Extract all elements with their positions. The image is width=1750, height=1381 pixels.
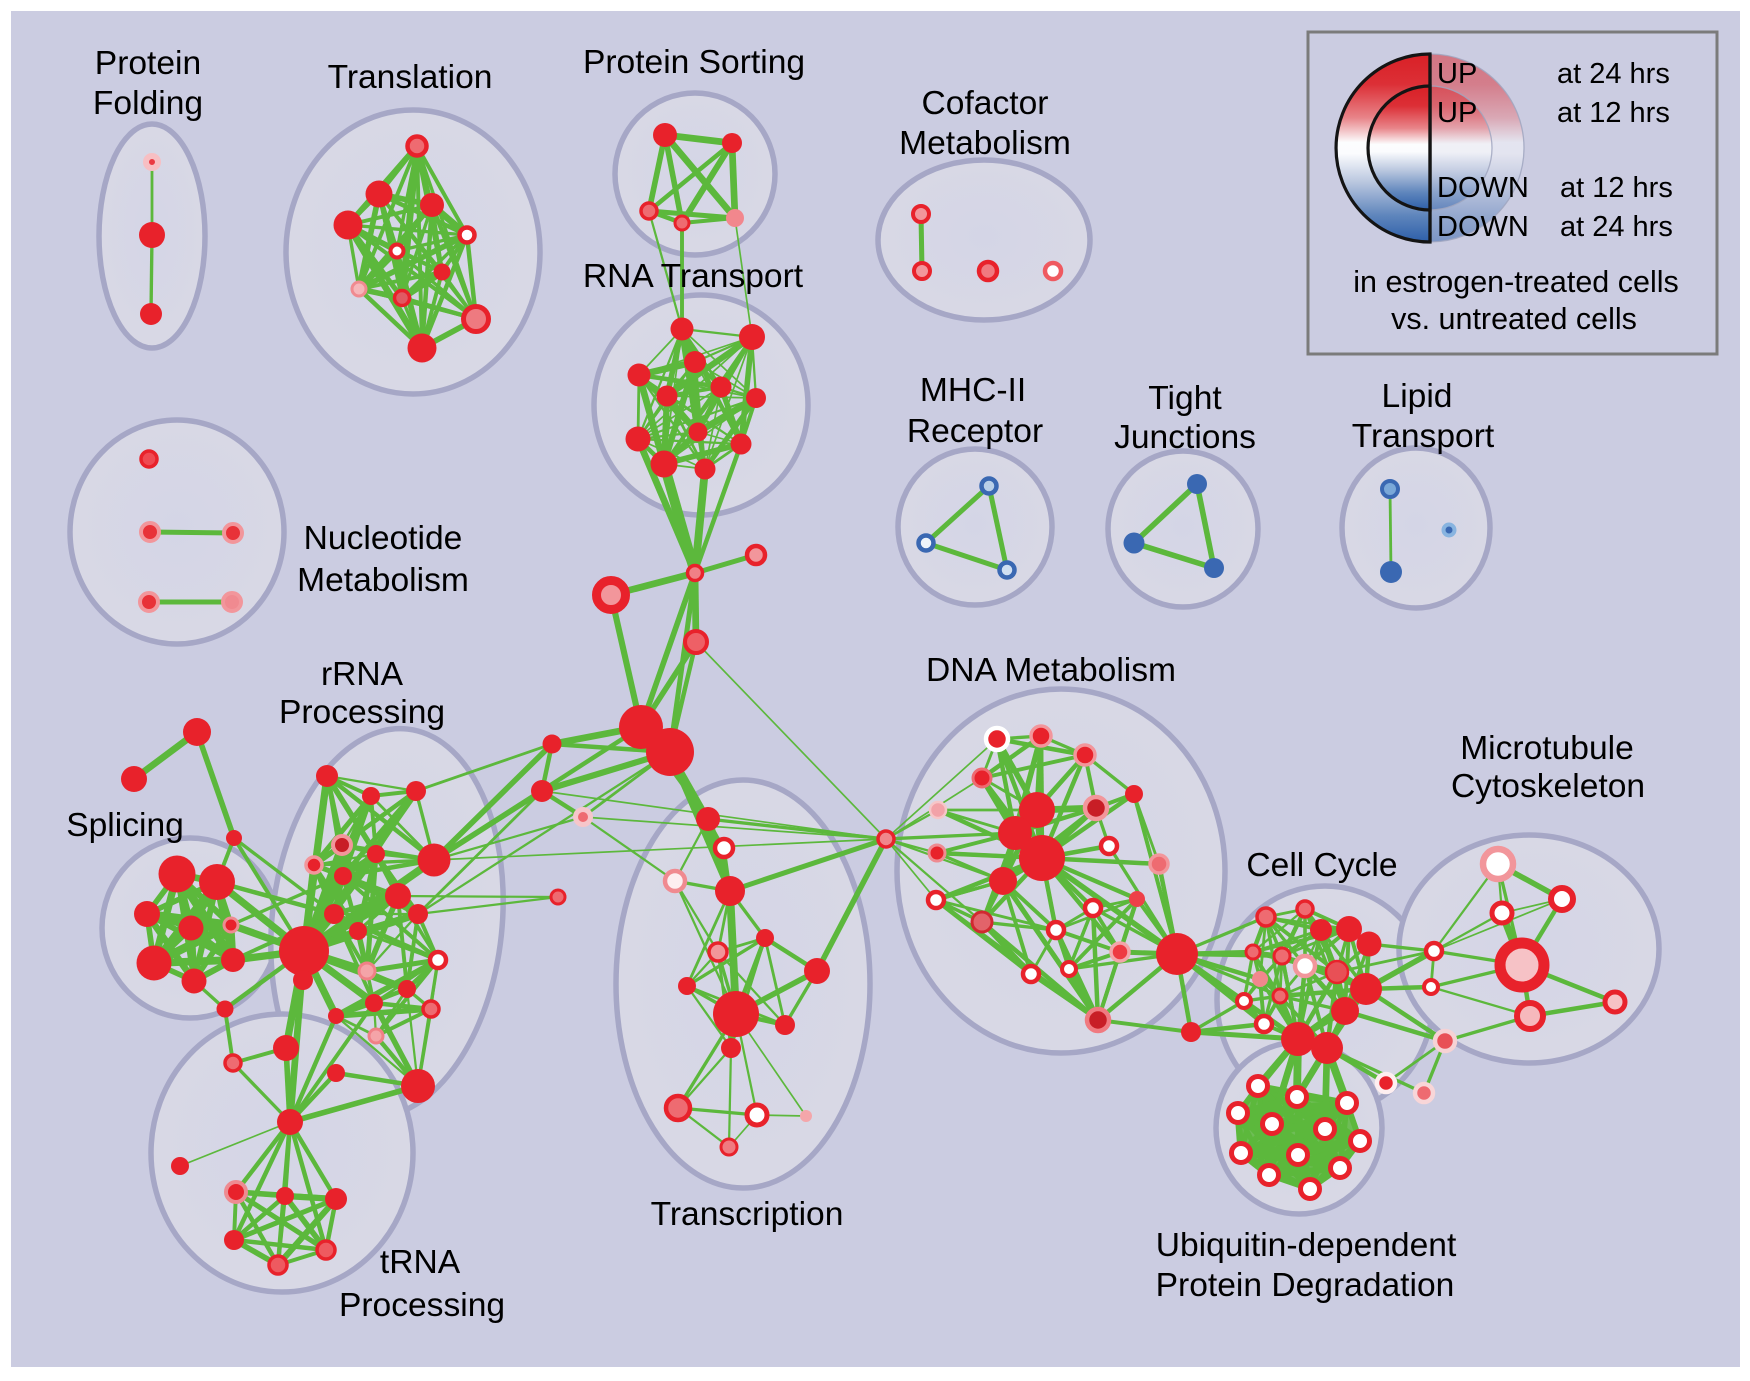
svg-text:Metabolism: Metabolism	[297, 562, 469, 599]
svg-text:DOWN: DOWN	[1437, 172, 1529, 204]
svg-text:Nucleotide: Nucleotide	[304, 520, 463, 557]
svg-text:Transport: Transport	[1352, 418, 1495, 455]
svg-text:Transcription: Transcription	[651, 1196, 844, 1233]
svg-text:Tight: Tight	[1148, 380, 1222, 417]
svg-text:Processing: Processing	[339, 1287, 505, 1324]
svg-text:DOWN: DOWN	[1437, 211, 1529, 243]
svg-text:in estrogen-treated cells: in estrogen-treated cells	[1353, 265, 1679, 299]
svg-text:at 24 hrs: at 24 hrs	[1557, 58, 1670, 90]
svg-text:Metabolism: Metabolism	[899, 125, 1071, 162]
svg-text:at 24 hrs: at 24 hrs	[1560, 211, 1673, 243]
svg-text:Processing: Processing	[279, 694, 445, 731]
svg-text:Microtubule: Microtubule	[1460, 730, 1634, 767]
svg-text:Protein Degradation: Protein Degradation	[1156, 1267, 1455, 1304]
svg-text:RNA Transport: RNA Transport	[583, 258, 804, 295]
svg-text:UP: UP	[1437, 58, 1477, 90]
svg-text:Protein Sorting: Protein Sorting	[583, 44, 805, 81]
svg-text:MHC-II: MHC-II	[920, 372, 1026, 409]
svg-text:UP: UP	[1437, 97, 1477, 129]
svg-text:Folding: Folding	[93, 85, 203, 122]
svg-text:DNA Metabolism: DNA Metabolism	[926, 652, 1176, 689]
svg-text:Splicing: Splicing	[66, 807, 184, 844]
svg-text:Cofactor: Cofactor	[922, 85, 1049, 122]
svg-text:Translation: Translation	[328, 59, 493, 96]
svg-text:vs. untreated cells: vs. untreated cells	[1391, 302, 1637, 336]
svg-text:rRNA: rRNA	[321, 656, 404, 693]
svg-text:at 12 hrs: at 12 hrs	[1557, 97, 1670, 129]
svg-text:Ubiquitin-dependent: Ubiquitin-dependent	[1156, 1227, 1457, 1264]
svg-text:Junctions: Junctions	[1114, 419, 1256, 456]
svg-text:tRNA: tRNA	[380, 1244, 461, 1281]
svg-text:Cytoskeleton: Cytoskeleton	[1451, 768, 1645, 805]
svg-text:Protein: Protein	[95, 45, 201, 82]
svg-text:Lipid: Lipid	[1382, 378, 1453, 415]
svg-text:Receptor: Receptor	[907, 413, 1043, 450]
svg-text:at 12 hrs: at 12 hrs	[1560, 172, 1673, 204]
svg-text:Cell Cycle: Cell Cycle	[1246, 847, 1397, 884]
